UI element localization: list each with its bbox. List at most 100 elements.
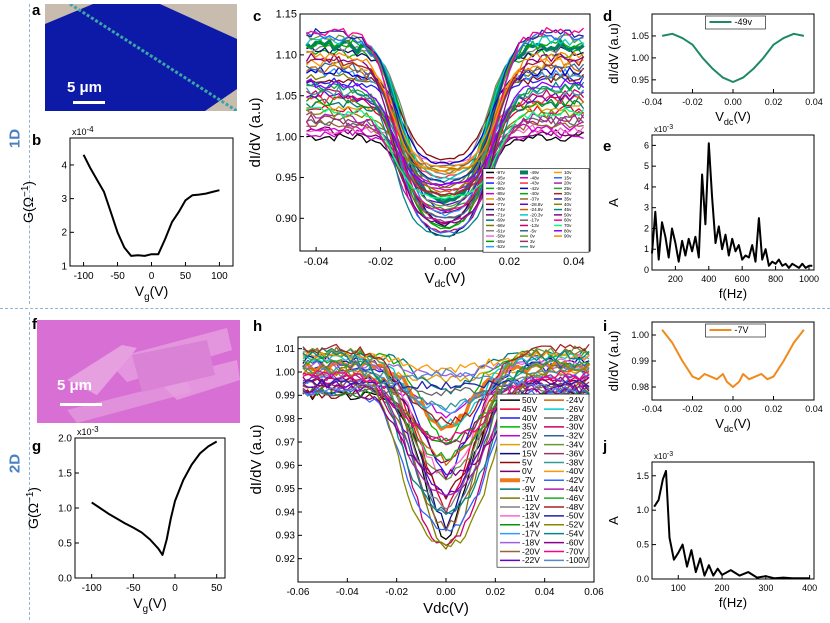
- y-tick-label: 1.15: [276, 9, 297, 21]
- series-line-15v: [306, 31, 584, 234]
- x-axis-label: Vdc(V): [423, 600, 469, 617]
- legend-entry: 50V: [522, 395, 537, 405]
- y-axis-label: A: [606, 516, 621, 525]
- y-tick-label: 5: [644, 161, 649, 171]
- x-tick-label: -50: [110, 271, 125, 282]
- series-line--54V: [302, 350, 590, 515]
- x-tick-label: 0.04: [805, 97, 823, 107]
- x-axis-label: Vdc(V): [715, 416, 751, 434]
- y-tick-label: 0.98: [276, 414, 296, 425]
- panel-h-chart: -0.06 -0.04 -0.02 0.00 0.02 0.04 0.06 0.92 0.93 0…: [248, 336, 604, 617]
- panel-b-chart: -100 -50 0 50 100 1 2 3 4 x10-4 Vg(V) G(Ω−1): [20, 125, 234, 303]
- series-line--24.8v: [305, 63, 584, 193]
- series-line--14V: [302, 387, 590, 444]
- x-tick-label: 0.00: [436, 587, 456, 598]
- x-tick-label: 0.04: [535, 587, 555, 598]
- series-line: [651, 142, 813, 269]
- legend-entry: -69v: [496, 218, 506, 223]
- legend-box: [705, 15, 766, 30]
- panel-b-frame: [69, 137, 234, 267]
- y-tick-label: 1.05: [631, 31, 649, 41]
- legend-entry: -100V: [566, 555, 589, 565]
- panel-label-a: a: [32, 2, 41, 19]
- panel-label-j: j: [603, 438, 608, 455]
- y-tick-label: 0.0: [636, 574, 649, 584]
- legend-entry: 5v: [530, 244, 536, 249]
- legend-entry: -42v: [530, 186, 540, 191]
- legend-entry: -66v: [496, 223, 506, 228]
- series-line--77v: [306, 73, 585, 161]
- x-tick-label: 0.00: [724, 97, 742, 107]
- legend-entry: -42V: [566, 475, 584, 485]
- x-tick-label: 0.02: [499, 256, 520, 268]
- panel-a-micrograph: 5 μm: [45, 4, 237, 111]
- legend-entry: -49v: [530, 170, 540, 175]
- x-axis-label: f(Hz): [719, 595, 747, 610]
- legend-entry: 5V: [522, 457, 533, 467]
- x-axis-label: Vdc(V): [715, 109, 751, 127]
- series-line--74v: [306, 45, 584, 227]
- legend-entry: 20V: [522, 440, 537, 450]
- y-axis-label: dI/dV (a.u): [606, 331, 621, 392]
- legend-entry: -9V: [522, 484, 536, 494]
- legend-box: [482, 168, 590, 253]
- y-tick-label: 0.98: [631, 382, 649, 392]
- y-axis-label: dI/dV (a.u): [248, 424, 265, 494]
- legend-entry: -80v: [496, 197, 506, 202]
- y-tick-label: 3: [644, 203, 649, 213]
- panel-c-chart: -0.04 -0.02 0.00 0.02 0.04 0.90 0.95 1.00 1.05 1.…: [247, 9, 591, 290]
- legend-entry: 15v: [564, 175, 572, 180]
- y-tick-label: 2: [644, 223, 649, 233]
- x-tick-label: 200: [668, 274, 683, 284]
- x-tick-label: -0.02: [385, 587, 408, 598]
- y-axis-label: dI/dV (a.u): [606, 23, 621, 84]
- legend-entry: -40v: [530, 191, 540, 196]
- row1-divider: [29, 4, 30, 304]
- legend-entry: -7V: [734, 325, 748, 335]
- series-line-90v: [306, 51, 585, 173]
- x-tick-label: 0: [172, 583, 178, 594]
- x-tick-label: 0: [149, 271, 155, 282]
- legend-entry: -44V: [566, 484, 584, 494]
- y-tick-label: 1.05: [276, 90, 297, 102]
- y-tick-label: 0.92: [276, 554, 296, 565]
- x-tick-label: -100: [74, 271, 94, 282]
- x-tick-label: 300: [758, 583, 773, 593]
- y-tick-label: 1.10: [276, 50, 297, 62]
- series-line: [661, 329, 805, 388]
- axis-exponent: x10-3: [654, 451, 673, 461]
- y-tick-label: 0.96: [276, 461, 296, 472]
- y-axis-label: A: [606, 198, 621, 207]
- legend-entry: 0V: [522, 466, 533, 476]
- legend-entry: 3v: [530, 239, 536, 244]
- legend-entry: -24.8v: [530, 207, 543, 212]
- legend-entry: -50V: [566, 511, 584, 521]
- panel-f-scale-label: 5 μm: [57, 377, 93, 394]
- y-axis-label: G(Ω−1): [25, 487, 41, 529]
- legend-entry: 35V: [522, 422, 537, 432]
- y-tick-label: 2.0: [58, 433, 72, 444]
- y-tick-label: 0.97: [276, 437, 296, 448]
- legend-entry: -46V: [566, 493, 584, 503]
- legend-entry: -43v: [530, 181, 540, 186]
- row-separator: [0, 308, 830, 309]
- legend-entry: -14V: [522, 520, 540, 530]
- legend-entry: -30V: [566, 422, 584, 432]
- x-tick-label: -0.04: [304, 256, 329, 268]
- x-tick-label: 0.04: [805, 404, 823, 414]
- series-line: [91, 440, 218, 556]
- legend-entry: -52V: [566, 520, 584, 530]
- panel-a-scale-label: 5 μm: [67, 79, 103, 96]
- y-tick-label: 1.00: [276, 367, 296, 378]
- panel-g-frame: [74, 437, 226, 579]
- series-line--46V: [302, 357, 590, 461]
- legend-entry: -92v: [496, 181, 506, 186]
- legend-entry: 50v: [564, 212, 572, 217]
- series-line--42v: [306, 65, 585, 165]
- panel-label-d: d: [603, 8, 613, 25]
- x-tick-label: -0.02: [368, 256, 393, 268]
- legend-entry: 45V: [522, 404, 537, 414]
- series-line--52V: [302, 363, 590, 548]
- y-tick-label: 0.95: [276, 172, 297, 184]
- axis-exponent: x10-3: [654, 124, 673, 134]
